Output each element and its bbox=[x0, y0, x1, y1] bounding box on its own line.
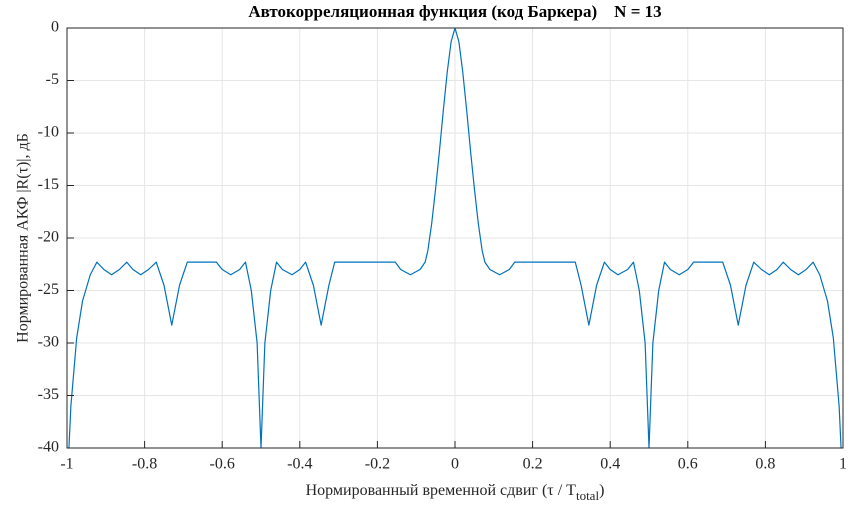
y-tick-label: -10 bbox=[38, 124, 59, 141]
x-tick-label: -0.4 bbox=[287, 456, 312, 473]
x-tick-label: 1 bbox=[839, 456, 847, 473]
chart-title: Автокорреляционная функция (код Баркера)… bbox=[248, 2, 661, 21]
x-tick-label: -0.8 bbox=[132, 456, 157, 473]
x-label-main: Нормированный временной сдвиг (τ / T bbox=[306, 482, 577, 499]
y-axis-label: Нормированная АКФ |R(τ)|, дБ bbox=[15, 133, 32, 343]
y-tick-label: -40 bbox=[38, 439, 59, 456]
y-tick-label: -35 bbox=[38, 386, 59, 403]
x-label-subscript: total bbox=[576, 488, 599, 503]
x-tick-label: -0.6 bbox=[210, 456, 235, 473]
x-axis-label: Нормированный временной сдвиг (τ / Ttota… bbox=[306, 482, 605, 503]
y-tick-label: -15 bbox=[38, 176, 59, 193]
x-tick-label: -0.2 bbox=[365, 456, 390, 473]
x-tick-label: 0.6 bbox=[678, 456, 698, 473]
data-line bbox=[68, 28, 842, 448]
y-tick-label: -20 bbox=[38, 229, 59, 246]
x-tick-label: -1 bbox=[60, 456, 73, 473]
x-tick-label: 0.2 bbox=[523, 456, 543, 473]
x-tick-label: 0 bbox=[451, 456, 459, 473]
plot-area bbox=[68, 28, 842, 448]
x-tick-label: 0.4 bbox=[600, 456, 620, 473]
y-tick-label: -25 bbox=[38, 281, 59, 298]
y-tick-label: 0 bbox=[51, 19, 59, 36]
x-label-end: ) bbox=[599, 482, 604, 499]
y-tick-label: -30 bbox=[38, 334, 59, 351]
x-tick-label: 0.8 bbox=[755, 456, 775, 473]
y-tick-label: -5 bbox=[46, 71, 59, 88]
